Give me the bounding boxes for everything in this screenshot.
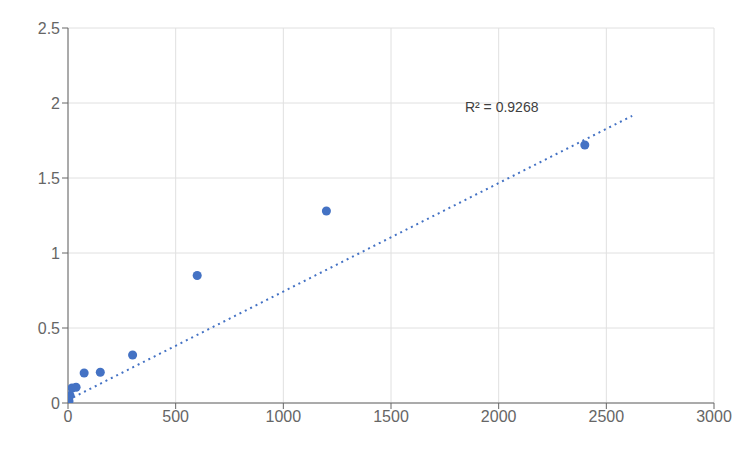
svg-text:2.5: 2.5 (38, 20, 60, 37)
svg-text:R² = 0.9268: R² = 0.9268 (465, 99, 539, 115)
svg-text:0: 0 (51, 395, 60, 412)
svg-text:1.5: 1.5 (38, 170, 60, 187)
svg-text:3000: 3000 (696, 408, 732, 425)
svg-text:1000: 1000 (266, 408, 302, 425)
svg-text:2500: 2500 (589, 408, 625, 425)
svg-text:500: 500 (162, 408, 189, 425)
svg-text:0.5: 0.5 (38, 320, 60, 337)
svg-text:1: 1 (51, 245, 60, 262)
svg-text:1500: 1500 (373, 408, 409, 425)
svg-text:0: 0 (64, 408, 73, 425)
svg-text:2000: 2000 (481, 408, 517, 425)
svg-text:2: 2 (51, 95, 60, 112)
